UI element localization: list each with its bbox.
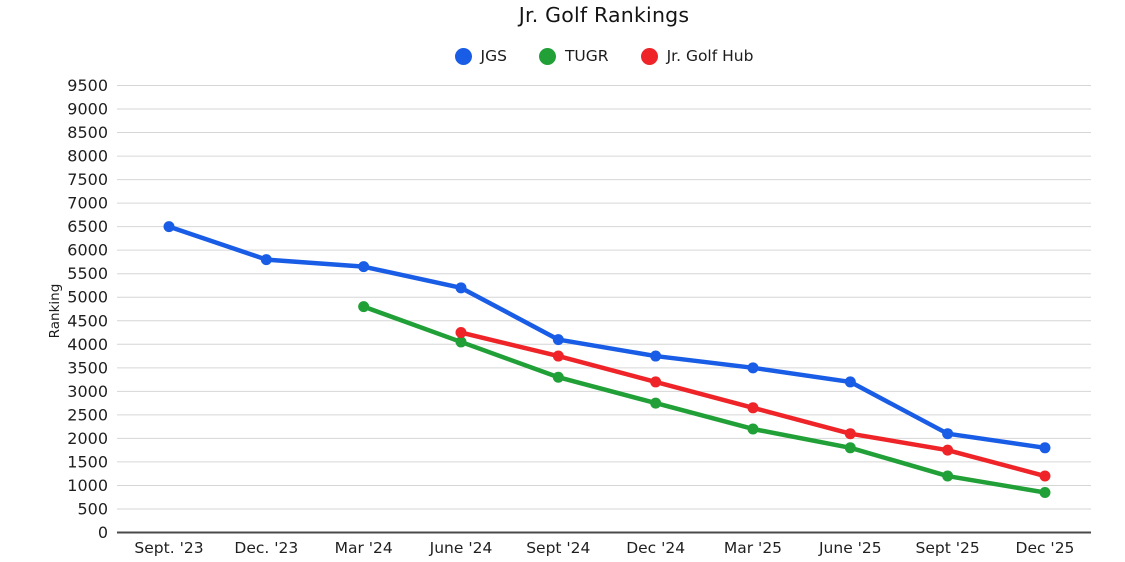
legend-item-tugr: TUGR bbox=[538, 47, 609, 65]
x-tick-label: Dec '25 bbox=[1016, 539, 1075, 557]
data-point bbox=[455, 327, 467, 339]
series-line-tugr bbox=[361, 304, 1048, 495]
legend-dot-jr-golf-hub-icon bbox=[640, 47, 658, 65]
y-tick-label: 5000 bbox=[67, 288, 108, 307]
legend-label: Jr. Golf Hub bbox=[666, 47, 754, 65]
x-tick-label: Sept. '23 bbox=[134, 539, 203, 557]
chart-title: Jr. Golf Rankings bbox=[518, 3, 690, 27]
y-tick-label: 2500 bbox=[67, 405, 108, 424]
data-point bbox=[650, 376, 662, 388]
data-point bbox=[1039, 470, 1051, 482]
data-point bbox=[747, 362, 759, 374]
legend-item-jr-golf-hub: Jr. Golf Hub bbox=[640, 47, 754, 65]
series-jr-golf-hub bbox=[455, 327, 1051, 482]
y-tick-label: 3500 bbox=[67, 358, 108, 377]
y-tick-label: 8500 bbox=[67, 123, 108, 142]
y-gridlines bbox=[117, 85, 1091, 510]
y-tick-label: 7000 bbox=[67, 194, 108, 213]
legend-item-jgs: JGS bbox=[454, 47, 507, 65]
x-tick-label: June '24 bbox=[429, 539, 493, 557]
series-tugr bbox=[358, 301, 1051, 499]
y-tick-label: 500 bbox=[77, 499, 108, 518]
data-point bbox=[163, 221, 175, 233]
data-point bbox=[650, 350, 662, 362]
y-axis-title: Ranking bbox=[47, 283, 63, 339]
legend-dot-jgs-icon bbox=[454, 47, 472, 65]
data-point bbox=[552, 371, 564, 383]
x-tick-label: Dec. '23 bbox=[234, 539, 298, 557]
y-tick-label: 1000 bbox=[67, 476, 108, 495]
data-point bbox=[844, 376, 856, 388]
data-point bbox=[455, 282, 467, 294]
data-point bbox=[942, 428, 954, 440]
data-point bbox=[650, 397, 662, 409]
y-tick-label: 1500 bbox=[67, 452, 108, 471]
data-point bbox=[747, 402, 759, 414]
x-tick-label: Mar '25 bbox=[724, 539, 782, 557]
legend-dot-tugr-icon bbox=[538, 47, 556, 65]
y-tick-label: 6500 bbox=[67, 217, 108, 236]
y-tick-label: 0 bbox=[98, 523, 108, 542]
y-axis-tick-labels: 0 500 1000 1500 2000 2500 3000 3500 4000 4500 5000… bbox=[67, 76, 108, 542]
y-tick-label: 9000 bbox=[67, 100, 108, 119]
data-point bbox=[260, 254, 272, 266]
data-point bbox=[844, 428, 856, 440]
y-tick-label: 2000 bbox=[67, 429, 108, 448]
x-axis-tick-labels: Sept. '23 Dec. '23 Mar '24 June '24 Sept '24… bbox=[134, 539, 1074, 557]
y-tick-label: 6000 bbox=[67, 241, 108, 260]
y-tick-label: 3000 bbox=[67, 382, 108, 401]
data-point bbox=[844, 442, 856, 454]
data-point bbox=[942, 470, 954, 482]
x-tick-label: Mar '24 bbox=[335, 539, 393, 557]
data-point bbox=[552, 334, 564, 346]
x-tick-label: June '25 bbox=[818, 539, 882, 557]
x-tick-label: Sept '25 bbox=[916, 539, 980, 557]
y-tick-label: 4000 bbox=[67, 335, 108, 354]
data-point bbox=[358, 301, 370, 313]
x-tick-label: Sept '24 bbox=[526, 539, 590, 557]
y-tick-label: 4500 bbox=[67, 311, 108, 330]
data-point bbox=[747, 423, 759, 435]
y-tick-label: 9500 bbox=[67, 76, 108, 95]
series-line-jgs bbox=[166, 224, 1048, 451]
data-point bbox=[358, 261, 370, 273]
data-point bbox=[552, 350, 564, 362]
data-point bbox=[455, 336, 467, 348]
chart-legend: JGS TUGR Jr. Golf Hub bbox=[117, 47, 1091, 65]
y-tick-label: 8000 bbox=[67, 147, 108, 166]
y-tick-label: 7500 bbox=[67, 170, 108, 189]
x-tick-label: Dec '24 bbox=[626, 539, 685, 557]
y-tick-label: 5500 bbox=[67, 264, 108, 283]
legend-label: JGS bbox=[480, 47, 507, 65]
data-point bbox=[942, 444, 954, 456]
series-jgs bbox=[163, 221, 1051, 454]
data-point bbox=[1039, 442, 1051, 454]
data-point bbox=[1039, 487, 1051, 499]
legend-label: TUGR bbox=[564, 47, 609, 65]
